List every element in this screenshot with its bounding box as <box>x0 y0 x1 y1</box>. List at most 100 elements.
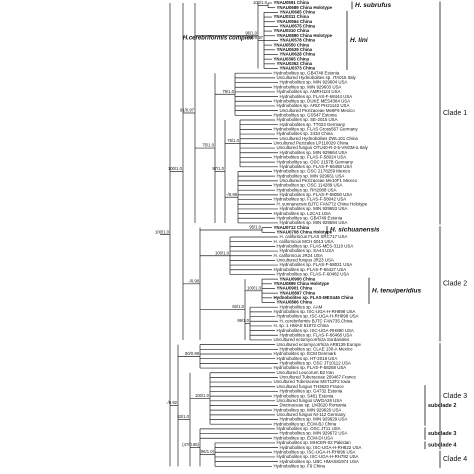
leaf-label: Uncultured ectomycorrhiza Sordariales <box>274 337 350 342</box>
leaf-label: Hydnobolites sp. OSC JT10112 USA <box>280 361 351 366</box>
leaf-label: Hydnobolites sp. FLAS-MES-3110 USA <box>277 244 354 249</box>
leaf-label: Hydnobolites sp. TT023 Germany <box>280 122 346 127</box>
leaf-label: Hydnobolites sp. S481 Estonia <box>274 393 334 398</box>
leaf-label: YNAU0365 China <box>274 56 310 61</box>
support-value: (96/1.0) <box>200 449 215 454</box>
leaf-label: Hydnobolites sp. GS547 Estonia <box>274 112 338 117</box>
clade-label: subclade 2 <box>428 403 456 409</box>
leaf-label: Hydnobolites sp. F9 China <box>274 463 326 468</box>
leaf-label: Hydnobolites sp. 2434 China <box>277 131 334 136</box>
leaf-label: YNAU0880 China Holotype <box>277 33 333 38</box>
support-value: -/0.98 <box>188 278 199 283</box>
leaf-label: Hydnobolites sp. ARIZ PH21142 USA <box>277 103 350 108</box>
leaf-label: Hydnobolites sp. MIN 929653 USA <box>280 206 348 211</box>
leaf-label: YNAU0708 China Holotype <box>277 229 333 234</box>
leaf-label: Hydnobolites sp. L2CA1 USA <box>274 211 331 216</box>
support-value: 96/1.0 <box>245 30 257 35</box>
support-value: 99/1.0 <box>237 318 249 323</box>
leaf-label: Hydnobolites sp. FLAS-F-66468 USA <box>280 332 353 337</box>
leaf-label: Hydnobolites sp. SA44 USA <box>280 248 335 253</box>
leaf-label: Uncultured Pezizaceae Me8F6 Mexico <box>280 108 356 113</box>
leaf-label: Uncultured Tuberaceae MST12F2 Iowa <box>274 379 351 384</box>
leaf-label: YNAU0362 China <box>277 61 313 66</box>
leaf-label: YNAU0311 China <box>274 14 310 19</box>
leaf-label: Hydnobolites sp. FLAS Gross567 Germany <box>274 127 359 132</box>
leaf-label: YNAU0866 China <box>277 300 313 305</box>
leaf-label: Uncultured fungus JR23 USA <box>277 258 334 263</box>
leaf-label: YNAU0310 China <box>274 28 310 33</box>
leaf-label: Hydnobolites sp. OSC 114289 USA <box>274 183 343 188</box>
leaf-label: YNAU0899 China Holotype <box>274 281 330 286</box>
leaf-label: Hydnobolites sp. CLAE 130-A Mexico <box>280 346 354 351</box>
leaf-label: Uncultured fungus UWGA26 USA <box>277 398 343 403</box>
leaf-label: H. californicus JR24 USA <box>274 253 323 258</box>
support-value: 100/1.0 <box>215 250 230 255</box>
leaf-label: Hydnobolites sp. MIN 929672 USA <box>280 431 348 436</box>
leaf-label: H. californicus FLAS SRC717 USA <box>280 234 348 239</box>
support-value: 76/1.0 <box>227 138 239 143</box>
support-value: 100/1.0 <box>168 166 183 171</box>
leaf-label: Hydnobolites sp. AAM <box>280 304 323 309</box>
leaf-label: Hydnobolites sp. FLAS-F-66468 USA <box>280 164 353 169</box>
support-value: (47/0.65) <box>182 442 199 447</box>
leaf-label: Hydnobolites sp. ECM-BJ China <box>274 421 337 426</box>
species-label: H. sichuanensis <box>330 227 380 234</box>
leaf-label: Hydnobolites sp. MIN 929594 USA <box>280 220 348 225</box>
leaf-label: H. yunnanensis BJTC FAN772 China Holotyp… <box>277 201 368 206</box>
leaf-label: Hydnobolites sp. FLAS-F-68444 USA <box>280 94 353 99</box>
leaf-label: YNAU0373 China <box>280 66 316 71</box>
leaf-label: Hydnobolites sp. SE-2015 USA <box>277 117 338 122</box>
leaf-label: Hydnobolites sp. FLAS-MES446 China <box>274 295 354 300</box>
leaf-label: Hydnobolites sp. G4732 Estonia <box>280 389 343 394</box>
leaf-label: Hydnobolites sp. GB4748 Estonia <box>274 70 340 75</box>
leaf-label: Hydnobolites sp. FLAS-F-60482 USA <box>277 272 350 277</box>
support-value: 92/0.97 <box>249 35 264 40</box>
clade-label: subclade 3 <box>428 431 456 437</box>
support-value: 79/1.0 <box>222 89 234 94</box>
leaf-label: H. cerebriformis BJTC FAN735 China <box>280 318 354 323</box>
clade-label: Clade 2 <box>443 281 467 288</box>
leaf-label: Uncultured Tuberaceae 209467 France <box>280 375 357 380</box>
leaf-label: YNAU0550 China <box>274 42 310 47</box>
support-value: 63/1.0 <box>177 414 189 419</box>
leaf-label: Hydnobolites sp. FLAS-F-66427 USA <box>274 267 347 272</box>
leaf-label: Hydnobolites sp. MIN 929629 USA <box>280 417 348 422</box>
support-value: 97/1.0 <box>212 166 224 171</box>
leaf-label: Hydnobolites sp. ISC-UGA-H-RH822 USA <box>280 445 362 450</box>
leaf-label: Uncultured Leucorum B2 Iran <box>277 370 335 375</box>
leaf-label: YNAU0897 China <box>280 290 316 295</box>
leaf-label: Hydnobolites sp. DUKE MES4384 USA <box>274 98 351 103</box>
support-value: 100/1.0 <box>155 229 170 234</box>
support-value: 91/0.97 <box>180 108 195 113</box>
support-value: 60/1.0 <box>232 304 244 309</box>
leaf-label: YNAU0575 China <box>280 24 316 29</box>
leaf-label: Hydnobolites sp. AMRH124 USA <box>277 89 341 94</box>
leaf-label: YNAU0629 China <box>277 47 313 52</box>
leaf-label: Uncultured Hydnobolites sp. ITA015 Italy <box>277 75 357 80</box>
support-value: -/0.92 <box>166 400 177 405</box>
leaf-label: Uncultured fungus TH3620 France <box>277 384 345 389</box>
leaf-label: Uncultured ectomycorrhiza AR8139 Europe <box>277 342 362 347</box>
leaf-label: Hydnobolites sp. FLAS-F-58042 USA <box>274 197 347 202</box>
leaf-label: Uncultured Hydnobolites ZWL101 China <box>280 136 359 141</box>
leaf-label: Hydnobolites sp. ECM Denmark <box>274 351 337 356</box>
leaf-label: YNAU0900 China <box>280 276 316 281</box>
leaf-label: Hydnobolites sp. ECM-DI USA <box>274 435 334 440</box>
leaf-label: YNAU0628 China <box>280 52 316 57</box>
support-value: -/0.99 <box>226 192 237 197</box>
support-value: 100/1.0 <box>253 0 268 5</box>
leaf-label: Hydnobolites sp. OSC 2157B Germany <box>277 159 354 164</box>
leaf-label: YNAU0578 China <box>280 38 316 43</box>
clade-label: subclade 4 <box>428 443 457 449</box>
leaf-label: Hydnobolites sp. MIN 929661 USA <box>277 173 345 178</box>
leaf-label: YNAU0689 China Holotype <box>277 5 333 10</box>
leaf-label: Hydnobolites sp. OSC 2178259 Mexico <box>274 169 351 174</box>
leaf-label: Hydnobolites sp. FLAS-F-58021 USA <box>280 262 353 267</box>
leaf-label: Hydnobolites sp. HT-2018 USA <box>277 356 338 361</box>
leaf-label: Hydnobolites sp. MIN 929604 USA <box>280 80 348 85</box>
leaf-label: YNAU0665 China <box>280 10 316 15</box>
leaf-label: Hydnobolites sp. ISC-UGA-H-RH782 USA <box>277 454 359 459</box>
leaf-label: YNAU0564 China <box>277 19 313 24</box>
support-value: 90/0.99 <box>185 351 200 356</box>
support-value: 75/1.0 <box>202 143 214 148</box>
